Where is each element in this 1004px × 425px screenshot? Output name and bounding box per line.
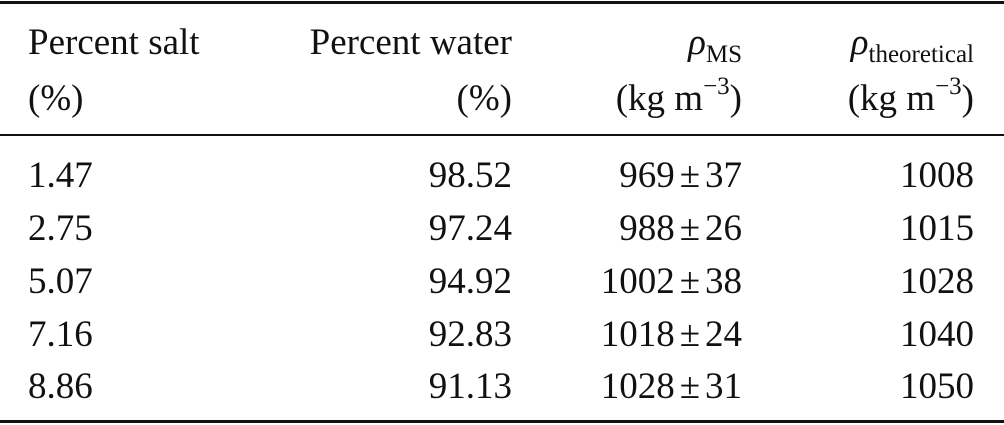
plus-minus: ± [679,366,700,407]
cell-rho-ms: 1018 ±24 [601,316,742,353]
cell-salt: 7.16 [28,314,93,355]
rho-ms-error: 24 [705,314,742,355]
cell-water: 98.52 [428,155,512,196]
rho-theoretical-unit-close: ) [961,78,974,119]
rho-ms-symbol: ρ [688,22,706,63]
cell-salt: 1.47 [28,155,93,196]
rho-ms-value: 969 [619,155,675,196]
rho-ms-subscript: MS [705,41,742,68]
header-percent-salt-unit: (%) [28,78,84,119]
header-rho-ms-unit: (kg m−3) [615,74,742,119]
header-percent-water: Percent water [309,22,512,63]
plus-minus: ± [679,261,700,302]
cell-rho-theoretical: 1008 [900,155,974,196]
rho-theoretical-subscript: theoretical [868,41,975,68]
rho-ms-unit-exponent: −3 [703,73,730,100]
cell-rho-ms: 1028 ±31 [601,368,742,405]
cell-salt: 8.86 [28,366,93,407]
cell-rho-theoretical: 1050 [900,366,974,407]
rho-ms-error: 31 [705,366,742,407]
header-percent-salt: Percent salt [28,22,200,63]
plus-minus: ± [679,208,700,249]
top-rule [0,1,1004,4]
rho-ms-value: 1028 [600,366,675,407]
cell-water: 94.92 [428,261,512,302]
cell-salt: 5.07 [28,261,93,302]
header-rule [0,134,1004,136]
cell-water: 97.24 [428,208,512,249]
rho-theoretical-unit-exponent: −3 [935,73,962,100]
rho-theoretical-symbol: ρ [850,22,869,63]
cell-rho-theoretical: 1028 [900,261,974,302]
cell-rho-ms: 969 ±37 [619,157,742,194]
rho-ms-value: 988 [619,208,675,249]
rho-ms-value: 1018 [600,314,675,355]
cell-water: 91.13 [428,366,512,407]
rho-ms-unit-close: ) [729,78,742,119]
rho-ms-unit-text: (kg m [615,78,704,119]
rho-ms-value: 1002 [600,261,675,302]
header-percent-water-unit: (%) [456,78,512,119]
cell-rho-theoretical: 1040 [900,314,974,355]
rho-ms-error: 37 [705,155,742,196]
rho-ms-error: 38 [705,261,742,302]
cell-water: 92.83 [428,314,512,355]
header-rho-theoretical-unit: (kg m−3) [847,74,974,119]
cell-rho-ms: 1002 ±38 [601,263,742,300]
rho-ms-error: 26 [705,208,742,249]
bottom-rule [0,420,1004,423]
plus-minus: ± [679,155,700,196]
rho-theoretical-unit-text: (kg m [847,78,936,119]
header-rho-theoretical: ρtheoretical [850,22,974,67]
cell-rho-ms: 988 ±26 [619,210,742,247]
plus-minus: ± [679,314,700,355]
cell-salt: 2.75 [28,208,93,249]
header-rho-ms: ρMS [688,22,742,67]
cell-rho-theoretical: 1015 [900,208,974,249]
